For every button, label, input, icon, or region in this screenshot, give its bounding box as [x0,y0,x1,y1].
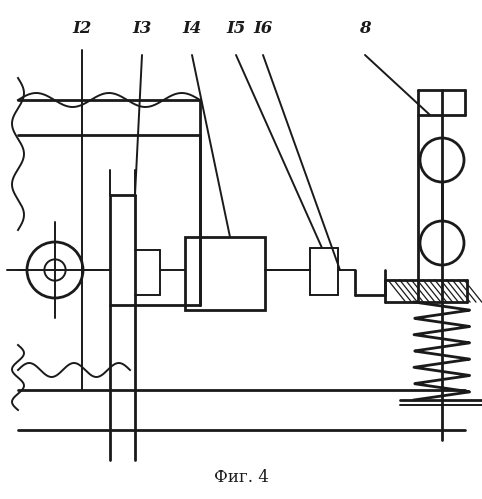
Text: I3: I3 [133,19,152,36]
Bar [185,237,265,310]
Text: I4: I4 [182,19,201,36]
Text: I6: I6 [254,19,273,36]
Text: Фиг. 4: Фиг. 4 [214,470,268,487]
Text: I2: I2 [72,19,92,36]
Text: I5: I5 [227,19,246,36]
Text: 8: 8 [359,19,371,36]
